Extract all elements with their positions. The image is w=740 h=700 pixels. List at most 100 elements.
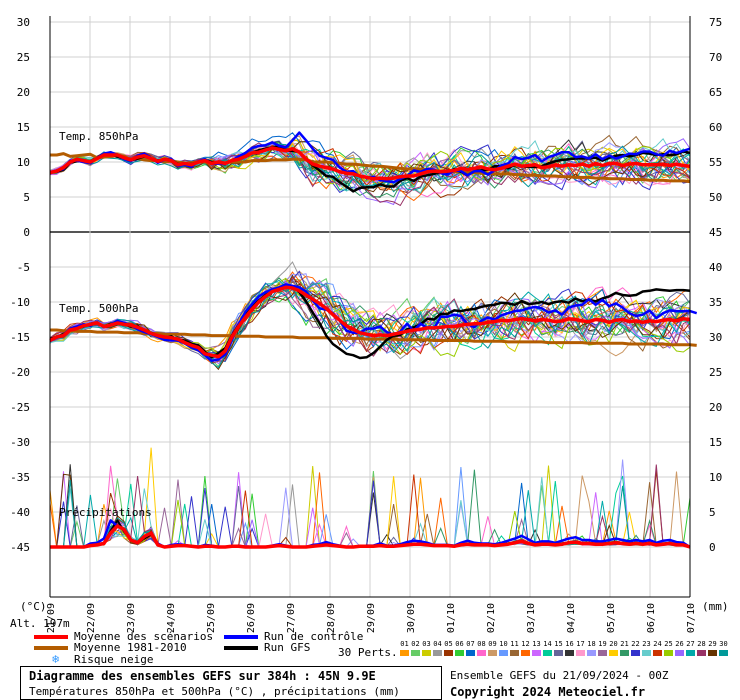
right-tick-label: 35 — [709, 296, 722, 309]
left-tick-label: -20 — [10, 366, 30, 379]
footer-title: Diagramme des ensembles GEFS sur 384h : … — [29, 669, 376, 683]
date-tick-label: 01/10 — [446, 603, 457, 633]
right-tick-label: 40 — [709, 261, 722, 274]
pert-number: 21 — [620, 640, 629, 648]
date-tick-label: 25/09 — [206, 603, 217, 633]
pert-number: 05 — [444, 640, 453, 648]
ensemble-info: Ensemble GEFS du 21/09/2024 - 00Z — [450, 669, 669, 682]
pert-number: 16 — [565, 640, 574, 648]
date-tick-label: 27/09 — [286, 603, 297, 633]
ensemble-chart: 302520151050-5-10-15-20-25-30-35-40-4575… — [10, 16, 729, 634]
right-tick-label: 75 — [709, 16, 722, 29]
pert-number: 04 — [433, 640, 442, 648]
pert-swatch — [653, 650, 662, 656]
pert-number: 19 — [598, 640, 607, 648]
date-tick-label: 28/09 — [326, 603, 337, 633]
date-tick-label: 22/09 — [86, 603, 97, 633]
pert-swatch — [565, 650, 574, 656]
pert-swatch — [631, 650, 640, 656]
pert-number: 14 — [543, 640, 552, 648]
pert-swatch — [675, 650, 684, 656]
pert-swatch — [455, 650, 464, 656]
perts-label: 30 Perts. — [338, 646, 398, 659]
pert-swatch — [422, 650, 431, 656]
pert-swatch — [499, 650, 508, 656]
pert-number: 28 — [697, 640, 706, 648]
left-tick-label: -40 — [10, 506, 30, 519]
legend-mean-label: Moyenne des scénarios — [74, 630, 214, 643]
pert-swatch — [642, 650, 651, 656]
date-tick-label: 04/10 — [566, 603, 577, 633]
pert-swatch — [466, 650, 475, 656]
left-tick-label: -15 — [10, 331, 30, 344]
pert-number: 11 — [510, 640, 519, 648]
right-tick-label: 5 — [709, 506, 716, 519]
pert-number: 10 — [499, 640, 508, 648]
pert-swatch — [609, 650, 618, 656]
pert-number: 02 — [411, 640, 420, 648]
t500-mean-line — [49, 285, 691, 359]
left-tick-label: -10 — [10, 296, 30, 309]
footer-subtitle: Températures 850hPa et 500hPa (°C) , pré… — [29, 685, 400, 698]
pert-number: 15 — [554, 640, 563, 648]
copyright: Copyright 2024 Meteociel.fr — [450, 685, 646, 699]
right-tick-label: 50 — [709, 191, 722, 204]
pert-swatch — [488, 650, 497, 656]
date-tick-label: 02/10 — [486, 603, 497, 633]
right-tick-label: 30 — [709, 331, 722, 344]
pert-swatch — [686, 650, 695, 656]
pert-swatch — [400, 650, 409, 656]
date-tick-label: 30/09 — [406, 603, 417, 633]
label-precipitations: Précipitations — [59, 506, 152, 519]
pert-swatch — [664, 650, 673, 656]
right-tick-label: 20 — [709, 401, 722, 414]
snowflake-icon: ❄ — [52, 652, 60, 666]
legend-mean-line — [34, 635, 68, 639]
label-temp-850hpa: Temp. 850hPa — [59, 130, 138, 143]
right-tick-label: 10 — [709, 471, 722, 484]
right-tick-label: 55 — [709, 156, 722, 169]
right-tick-label: 60 — [709, 121, 722, 134]
legend-clim-label: Moyenne 1981-2010 — [74, 641, 187, 654]
t500-clim-line — [50, 328, 697, 347]
pert-swatch — [554, 650, 563, 656]
pert-number: 26 — [675, 640, 684, 648]
pert-number: 29 — [708, 640, 717, 648]
date-tick-label: 21/09 — [46, 603, 57, 633]
right-tick-label: 70 — [709, 51, 722, 64]
right-tick-label: 65 — [709, 86, 722, 99]
date-tick-label: 03/10 — [526, 603, 537, 633]
label-temp-500hpa: Temp. 500hPa — [59, 302, 138, 315]
pert-number: 07 — [466, 640, 475, 648]
pert-number: 24 — [653, 640, 662, 648]
pert-number: 22 — [631, 640, 640, 648]
legend-clim-line — [34, 646, 68, 650]
right-axis-unit: (mm) — [702, 600, 729, 613]
pert-number: 25 — [664, 640, 673, 648]
pert-swatch — [532, 650, 541, 656]
right-tick-label: 15 — [709, 436, 722, 449]
left-axis-unit: (°C) — [20, 600, 47, 613]
pert-number: 20 — [609, 640, 618, 648]
pert-swatch — [708, 650, 717, 656]
left-tick-label: -35 — [10, 471, 30, 484]
pert-number: 01 — [400, 640, 409, 648]
right-tick-label: 25 — [709, 366, 722, 379]
left-tick-label: -5 — [17, 261, 30, 274]
pert-swatch — [444, 650, 453, 656]
left-tick-label: 15 — [17, 121, 30, 134]
pert-swatch — [510, 650, 519, 656]
left-tick-label: 30 — [17, 16, 30, 29]
date-tick-label: 06/10 — [646, 603, 657, 633]
right-tick-label: 45 — [709, 226, 722, 239]
pert-number: 17 — [576, 640, 585, 648]
precip-mean-line — [50, 524, 691, 549]
left-tick-label: 25 — [17, 51, 30, 64]
pert-swatch — [719, 650, 728, 656]
left-tick-label: 10 — [17, 156, 30, 169]
altitude-label: Alt. 197m — [10, 617, 70, 630]
pert-number: 30 — [719, 640, 728, 648]
date-tick-label: 26/09 — [246, 603, 257, 633]
pert-number: 03 — [422, 640, 431, 648]
date-tick-label: 05/10 — [606, 603, 617, 633]
